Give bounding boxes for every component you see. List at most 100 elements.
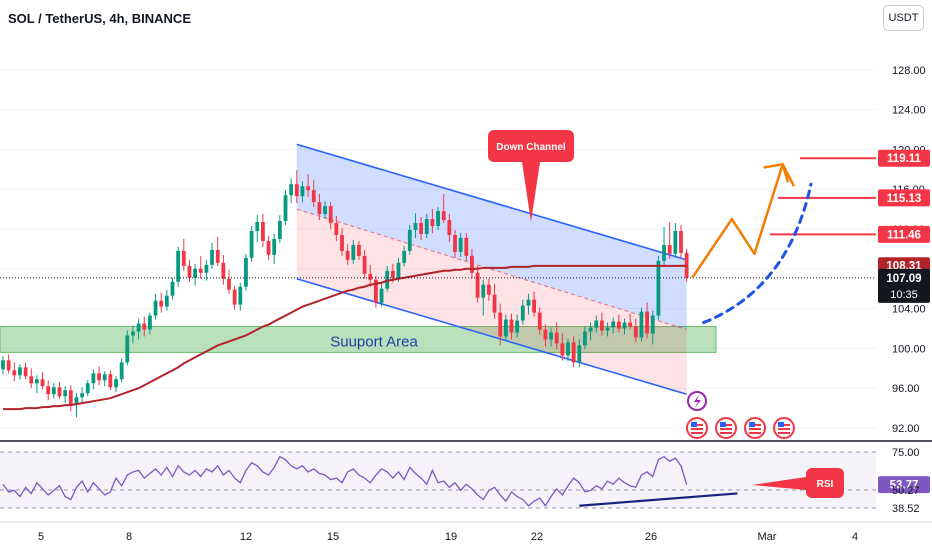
candle-up	[193, 268, 197, 278]
candle-up	[114, 379, 118, 388]
projection-arrowhead	[763, 162, 789, 183]
price-axis-label: 119.11	[878, 149, 930, 167]
candle-down	[108, 374, 113, 388]
candle-down	[470, 255, 474, 273]
candle-up	[577, 345, 582, 363]
flag-event-icon[interactable]	[686, 417, 708, 439]
candle-up	[566, 342, 570, 356]
candle-down	[667, 244, 672, 254]
price-axis-label-box	[878, 225, 930, 243]
candle-down	[600, 320, 604, 331]
down-channel-callout-box	[488, 130, 574, 162]
candle-up	[74, 397, 79, 405]
candle-up	[153, 300, 158, 316]
candle-down	[441, 211, 446, 221]
flag-stripe	[778, 428, 790, 430]
candle-up	[605, 327, 610, 331]
candle-up	[277, 221, 282, 239]
candle-down	[46, 386, 51, 395]
candle-up	[63, 390, 68, 397]
down-channel-callout-pointer	[522, 162, 540, 222]
candle-down	[317, 202, 322, 215]
candle-down	[571, 342, 576, 363]
candle-up	[413, 223, 418, 230]
candle-down	[306, 186, 310, 191]
candle-down	[311, 190, 316, 203]
candle-up	[650, 315, 655, 334]
candle-down	[684, 252, 689, 278]
candle-down	[68, 390, 73, 405]
candle-down	[645, 311, 649, 334]
projection-path	[691, 163, 796, 279]
candle-down	[368, 273, 373, 280]
candle-down	[328, 206, 333, 224]
candle-up	[588, 327, 593, 332]
candle-down	[447, 220, 452, 235]
chart-title: SOL / TetherUS, 4h, BINANCE	[8, 11, 191, 26]
flag-event-icon[interactable]	[715, 417, 737, 439]
candle-up	[148, 315, 152, 330]
candle-down	[97, 373, 101, 381]
candle-down	[419, 223, 423, 234]
channel-mid-line	[296, 208, 687, 330]
candle-up	[639, 311, 644, 338]
candle-countdown: 10:35	[890, 289, 918, 301]
candle-down	[679, 230, 683, 253]
candle-up	[520, 305, 525, 321]
candle-down	[232, 289, 237, 305]
candle-down	[266, 240, 271, 255]
candle-down	[628, 322, 633, 327]
time-tick-label: 26	[645, 531, 657, 543]
candle-up	[300, 186, 305, 197]
flag-stripe	[749, 428, 761, 430]
moving-average-line	[3, 264, 687, 411]
candle-up	[379, 288, 384, 303]
candle-up	[249, 230, 254, 258]
price-axis-label-text: 115.13	[887, 193, 922, 205]
candle-up	[244, 257, 248, 287]
candle-up	[170, 281, 175, 296]
currency-button[interactable]: USDT	[883, 5, 924, 31]
candle-down	[142, 323, 147, 330]
candle-up	[131, 331, 135, 336]
flag-stripe	[749, 432, 761, 434]
candle-up	[289, 184, 294, 196]
candle-down	[198, 268, 203, 273]
channel-upper-line	[296, 143, 687, 261]
flag-event-icon[interactable]	[773, 417, 795, 439]
candle-up	[526, 299, 531, 306]
candle-up	[407, 229, 412, 251]
candle-up	[424, 219, 429, 234]
candle-down	[29, 376, 34, 384]
candle-up	[238, 286, 243, 305]
candle-down	[221, 262, 226, 279]
flag-event-icon[interactable]	[744, 417, 766, 439]
candle-down	[40, 379, 45, 387]
candle-down	[487, 284, 491, 295]
candle-up	[102, 374, 107, 381]
candle-down	[261, 222, 265, 241]
candle-up	[210, 249, 214, 265]
candle-up	[662, 244, 666, 261]
rsi-tick-label: 38.52	[892, 503, 920, 515]
candle-down	[616, 321, 621, 329]
candle-down	[475, 272, 480, 298]
candle-down	[187, 265, 192, 278]
candle-down	[543, 329, 548, 340]
candle-up	[396, 262, 401, 278]
price-tick-label: 96.00	[892, 383, 920, 395]
candle-down	[430, 219, 435, 227]
flag-canton	[720, 422, 726, 427]
down-channel-label: Down Channel	[496, 142, 566, 153]
candle-down	[498, 312, 503, 337]
time-tick-label: 5	[38, 531, 44, 543]
candle-up	[436, 211, 440, 227]
rsi-band	[0, 452, 876, 508]
rsi-callout: RSI	[752, 468, 844, 498]
rsi-tick-label: 50.27	[892, 485, 920, 497]
candle-down	[633, 326, 638, 338]
price-axis-label-text: 111.46	[887, 229, 921, 241]
price-tick-label: 104.00	[892, 304, 926, 316]
candle-down	[345, 250, 350, 260]
